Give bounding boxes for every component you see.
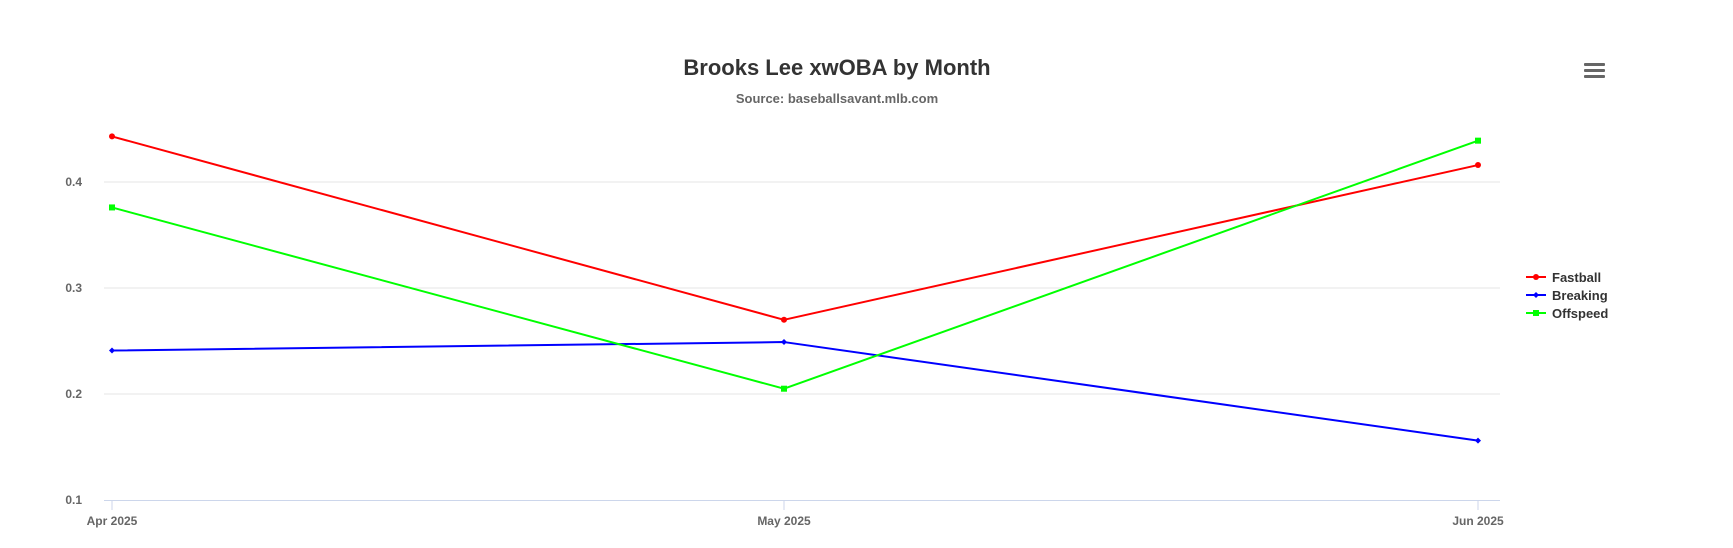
series-group — [109, 133, 1481, 444]
legend-label: Fastball — [1552, 270, 1601, 285]
data-point[interactable] — [781, 316, 787, 323]
legend-label: Offspeed — [1552, 306, 1608, 321]
data-point[interactable] — [1475, 137, 1481, 144]
y-tick-label: 0.2 — [65, 387, 82, 401]
legend[interactable]: Fastball Breaking Offspeed — [1526, 270, 1608, 321]
data-point[interactable] — [1475, 162, 1481, 169]
data-point[interactable] — [1475, 437, 1481, 444]
series-line[interactable] — [111, 135, 1479, 321]
chart-menu-button[interactable] — [1578, 56, 1612, 86]
legend-item-breaking[interactable]: Breaking — [1526, 288, 1608, 303]
y-tick-label: 0.3 — [65, 281, 82, 295]
gridlines — [104, 181, 1500, 395]
series-breaking — [109, 339, 1481, 444]
chart-title: Brooks Lee xwOBA by Month — [683, 55, 990, 80]
y-axis: 0.1 0.2 0.3 0.4 — [65, 175, 82, 507]
x-axis: Apr 2025 May 2025 Jun 2025 — [87, 500, 1504, 528]
legend-item-offspeed[interactable]: Offspeed — [1526, 306, 1608, 321]
series-fastball — [109, 133, 1481, 323]
legend-label: Breaking — [1552, 288, 1608, 303]
y-tick-label: 0.4 — [65, 175, 82, 189]
legend-marker-icon[interactable] — [1533, 274, 1539, 280]
x-tick-label: May 2025 — [757, 514, 811, 528]
x-tick-label: Jun 2025 — [1452, 514, 1504, 528]
x-tick-label: Apr 2025 — [87, 514, 138, 528]
legend-marker-icon[interactable] — [1533, 292, 1539, 298]
data-point[interactable] — [781, 339, 787, 346]
legend-item-fastball[interactable]: Fastball — [1526, 270, 1601, 285]
data-point[interactable] — [781, 385, 787, 392]
data-point[interactable] — [109, 204, 115, 211]
y-tick-label: 0.1 — [65, 493, 82, 507]
series-line[interactable] — [111, 139, 1479, 390]
data-point[interactable] — [109, 133, 115, 140]
chart-subtitle: Source: baseballsavant.mlb.com — [736, 91, 938, 106]
legend-marker-icon[interactable] — [1533, 310, 1539, 316]
series-offspeed — [109, 137, 1481, 392]
series-line[interactable] — [111, 341, 1479, 442]
data-point[interactable] — [109, 347, 115, 354]
